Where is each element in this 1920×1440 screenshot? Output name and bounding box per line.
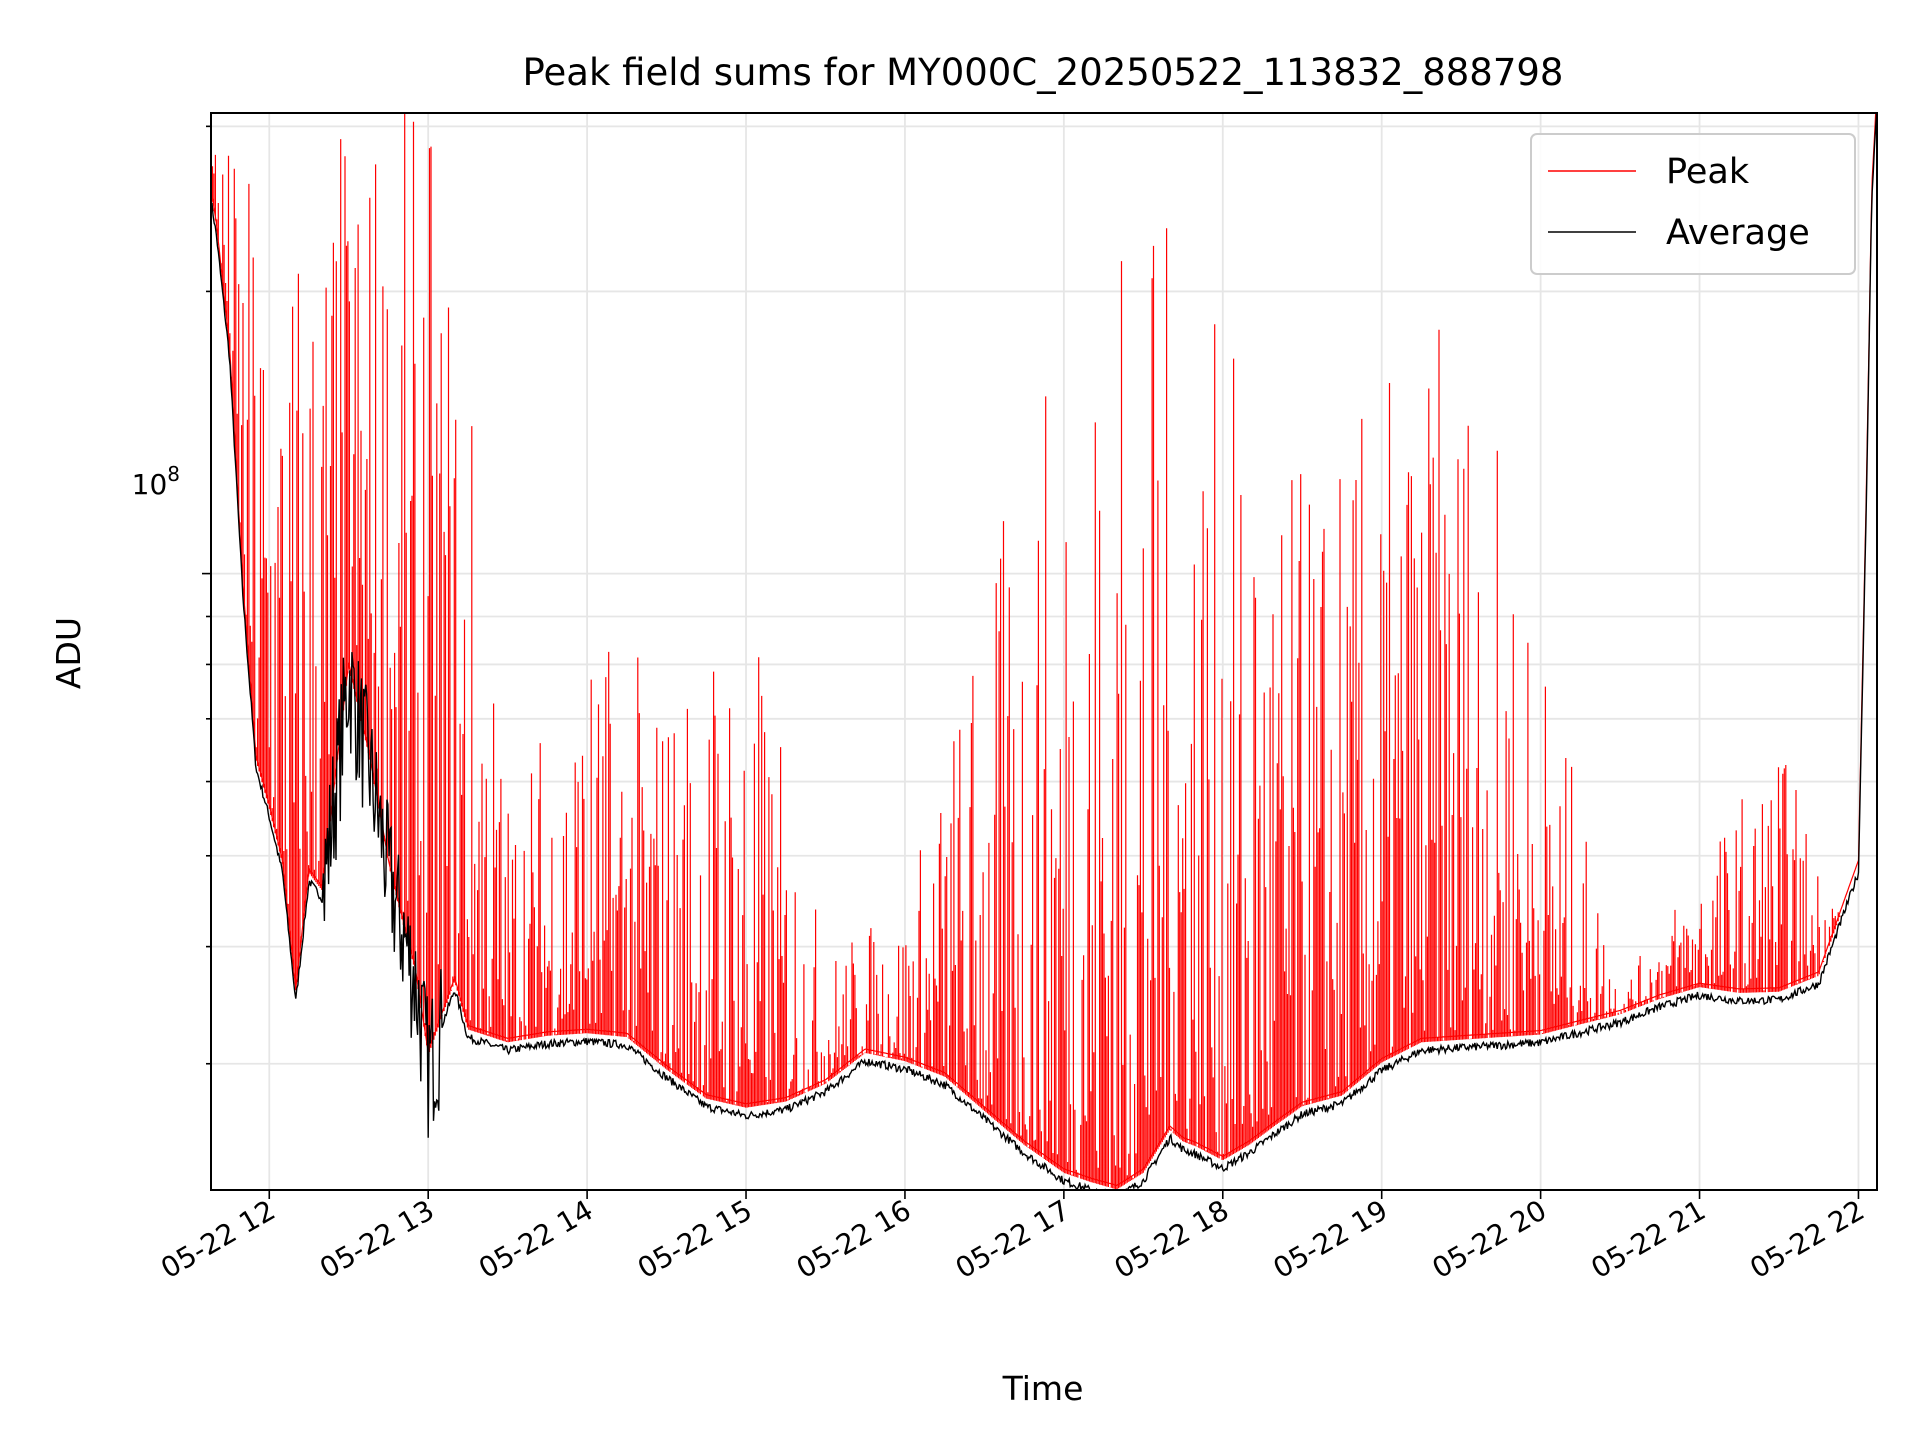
grid (211, 113, 1877, 1190)
y-axis-label: ADU (49, 617, 88, 689)
series-peak-line (211, 113, 1877, 1190)
plot-frame (210, 112, 1878, 1191)
legend-average-label: Average (1666, 213, 1810, 253)
legend: Peak Average (1530, 133, 1856, 275)
legend-peak-label: Peak (1666, 152, 1750, 192)
chart-title: Peak field sums for MY000C_20250522_1138… (523, 51, 1564, 94)
legend-box (1530, 133, 1856, 275)
x-axis-label: Time (1002, 1369, 1084, 1408)
y-tick-label: 108 (132, 462, 180, 501)
series-average-line (211, 113, 1877, 1190)
y-axis: 108 (132, 125, 211, 1065)
